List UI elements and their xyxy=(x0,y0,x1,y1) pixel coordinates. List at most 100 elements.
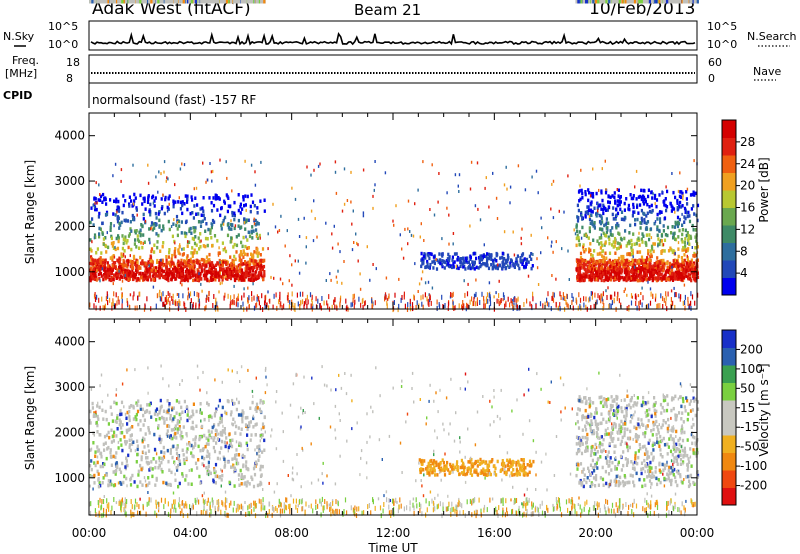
power-echo-cell xyxy=(220,223,223,228)
power-scatter-cell xyxy=(585,233,587,237)
power-echo-cell xyxy=(607,194,610,199)
power-echo-cell xyxy=(177,200,180,204)
power-echo-cell xyxy=(121,234,124,238)
power-echo-cell xyxy=(587,269,591,274)
power-echo-cell xyxy=(150,247,154,251)
power-echo-cell xyxy=(208,263,211,267)
power-echo-cell xyxy=(111,266,114,271)
power-clutter-cell xyxy=(386,300,388,306)
power-echo-cell xyxy=(484,263,487,267)
power-scatter-cell xyxy=(597,209,599,213)
power-echo-cell xyxy=(579,256,583,260)
power-echo-cell xyxy=(628,231,631,235)
power-scatter-cell xyxy=(166,176,168,180)
power-echo-cell xyxy=(156,245,159,250)
velocity-echo-cell xyxy=(191,420,194,425)
power-echo-cell xyxy=(132,277,135,281)
power-scatter-cell xyxy=(225,275,227,278)
power-clutter-cell xyxy=(95,305,97,311)
power-echo-cell xyxy=(643,189,646,193)
power-echo-cell xyxy=(676,267,679,271)
power-echo-cell xyxy=(110,278,113,283)
velocity-echo-cell xyxy=(125,459,128,463)
power-echo-cell xyxy=(141,202,144,206)
power-echo-cell xyxy=(666,233,669,238)
power-echo-cell xyxy=(244,273,247,277)
power-echo-cell xyxy=(576,268,580,272)
power-echo-cell xyxy=(97,272,100,277)
power-echo-cell xyxy=(205,222,208,226)
power-echo-cell xyxy=(166,261,169,265)
power-echo-cell xyxy=(678,270,681,274)
power-clutter-cell xyxy=(580,305,582,311)
velocity-echo-cell xyxy=(89,421,92,425)
power-echo-cell xyxy=(492,264,495,268)
velocity-echo-cell xyxy=(237,400,240,405)
power-echo-cell xyxy=(245,219,248,224)
power-scatter-cell xyxy=(410,233,413,237)
power-echo-cell xyxy=(223,272,226,276)
velocity-echo-cell xyxy=(203,433,206,438)
power-echo-cell xyxy=(640,261,643,265)
power-clutter-cell xyxy=(454,305,456,311)
power-echo-cell xyxy=(239,276,242,280)
power-scatter-cell xyxy=(448,213,450,217)
power-scatter-cell xyxy=(155,269,157,272)
power-echo-cell xyxy=(451,255,454,259)
power-clutter-cell xyxy=(519,305,521,311)
power-clutter-cell xyxy=(667,291,669,297)
power-echo-cell xyxy=(121,263,124,267)
power-echo-cell xyxy=(636,250,639,254)
power-scatter-cell xyxy=(624,287,626,291)
power-echo-cell xyxy=(189,257,192,262)
power-echo-cell xyxy=(615,213,618,217)
power-clutter-cell xyxy=(323,300,325,306)
power-clutter-cell xyxy=(452,301,454,307)
power-scatter-cell xyxy=(541,226,543,230)
power-echo-cell xyxy=(204,277,207,281)
power-clutter-cell xyxy=(610,303,612,309)
power-clutter-cell xyxy=(136,305,138,311)
power-clutter-cell xyxy=(107,300,109,306)
power-echo-cell xyxy=(205,269,208,274)
power-echo-cell xyxy=(168,194,171,198)
power-echo-cell xyxy=(196,274,199,278)
power-echo-cell xyxy=(210,236,213,240)
power-echo-cell xyxy=(247,230,250,234)
power-scatter-cell xyxy=(282,282,284,286)
power-echo-cell xyxy=(459,257,462,261)
power-scatter-cell xyxy=(552,179,555,183)
power-echo-cell xyxy=(155,232,158,236)
power-echo-cell xyxy=(674,264,677,269)
power-scatter-cell xyxy=(433,213,436,217)
power-echo-cell xyxy=(516,254,519,258)
power-echo-cell xyxy=(212,271,215,275)
power-echo-cell xyxy=(138,239,141,244)
power-echo-cell xyxy=(635,267,638,272)
power-echo-cell xyxy=(576,219,580,223)
velocity-echo-cell xyxy=(94,463,97,468)
power-clutter-cell xyxy=(652,293,654,299)
power-scatter-cell xyxy=(502,298,504,302)
power-echo-cell xyxy=(618,275,621,279)
power-echo-cell xyxy=(249,266,252,270)
power-echo-cell xyxy=(193,241,197,246)
velocity-echo-cell xyxy=(178,420,181,424)
power-echo-cell xyxy=(683,240,686,245)
power-clutter-cell xyxy=(473,293,476,299)
power-scatter-cell xyxy=(158,170,160,174)
power-echo-cell xyxy=(662,200,665,204)
power-echo-cell xyxy=(602,231,605,236)
power-echo-cell xyxy=(492,261,495,265)
power-echo-cell xyxy=(591,269,594,274)
power-echo-cell xyxy=(167,271,170,276)
power-echo-cell xyxy=(251,236,254,240)
power-echo-cell xyxy=(243,275,246,279)
power-scatter-cell xyxy=(220,260,223,264)
velocity-echo-cell xyxy=(243,475,246,479)
velocity-echo-cell xyxy=(102,462,105,466)
power-scatter-cell xyxy=(351,248,354,252)
velocity-echo-cell xyxy=(235,424,238,429)
power-echo-cell xyxy=(90,275,93,279)
